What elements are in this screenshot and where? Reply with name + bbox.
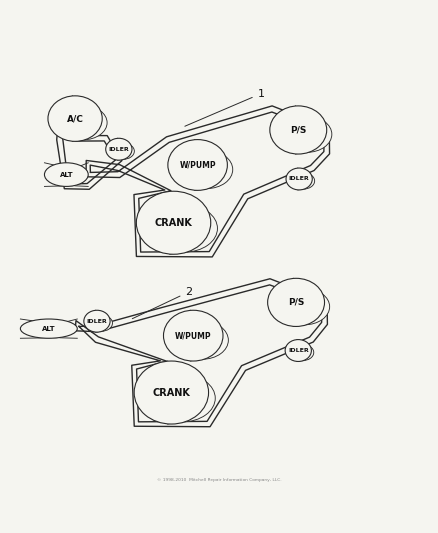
Text: ALT: ALT xyxy=(60,172,73,177)
Ellipse shape xyxy=(290,344,313,361)
Ellipse shape xyxy=(106,138,132,160)
Text: IDLER: IDLER xyxy=(108,147,129,152)
Text: IDLER: IDLER xyxy=(288,176,309,181)
Ellipse shape xyxy=(48,96,102,141)
Text: W/PUMP: W/PUMP xyxy=(174,331,211,340)
Ellipse shape xyxy=(285,340,311,361)
Ellipse shape xyxy=(149,375,215,422)
Text: IDLER: IDLER xyxy=(86,319,107,324)
Ellipse shape xyxy=(111,143,134,159)
Ellipse shape xyxy=(176,321,228,359)
Text: A/C: A/C xyxy=(67,114,83,123)
Ellipse shape xyxy=(59,106,107,140)
Text: 1: 1 xyxy=(184,88,264,126)
Text: IDLER: IDLER xyxy=(287,348,308,353)
Ellipse shape xyxy=(136,191,210,254)
Ellipse shape xyxy=(279,289,329,325)
Ellipse shape xyxy=(152,205,217,252)
Ellipse shape xyxy=(44,163,88,187)
Ellipse shape xyxy=(134,361,208,424)
Ellipse shape xyxy=(281,116,331,152)
Ellipse shape xyxy=(20,319,77,338)
Text: W/PUMP: W/PUMP xyxy=(179,160,215,169)
Ellipse shape xyxy=(180,150,232,189)
Text: CRANK: CRANK xyxy=(154,218,192,228)
Ellipse shape xyxy=(267,278,324,326)
Ellipse shape xyxy=(64,168,79,186)
Ellipse shape xyxy=(45,324,65,338)
Text: 2: 2 xyxy=(132,287,192,319)
Ellipse shape xyxy=(286,168,311,190)
Ellipse shape xyxy=(167,140,227,190)
Text: © 1998-2010  Mitchell Repair Information Company, LLC.: © 1998-2010 Mitchell Repair Information … xyxy=(157,478,281,482)
Ellipse shape xyxy=(291,173,314,189)
Text: P/S: P/S xyxy=(287,298,304,307)
Text: ALT: ALT xyxy=(42,326,56,332)
Text: CRANK: CRANK xyxy=(152,387,190,398)
Ellipse shape xyxy=(269,106,326,154)
Ellipse shape xyxy=(84,310,110,332)
Text: P/S: P/S xyxy=(290,125,306,134)
Ellipse shape xyxy=(89,315,112,332)
Ellipse shape xyxy=(163,310,223,361)
